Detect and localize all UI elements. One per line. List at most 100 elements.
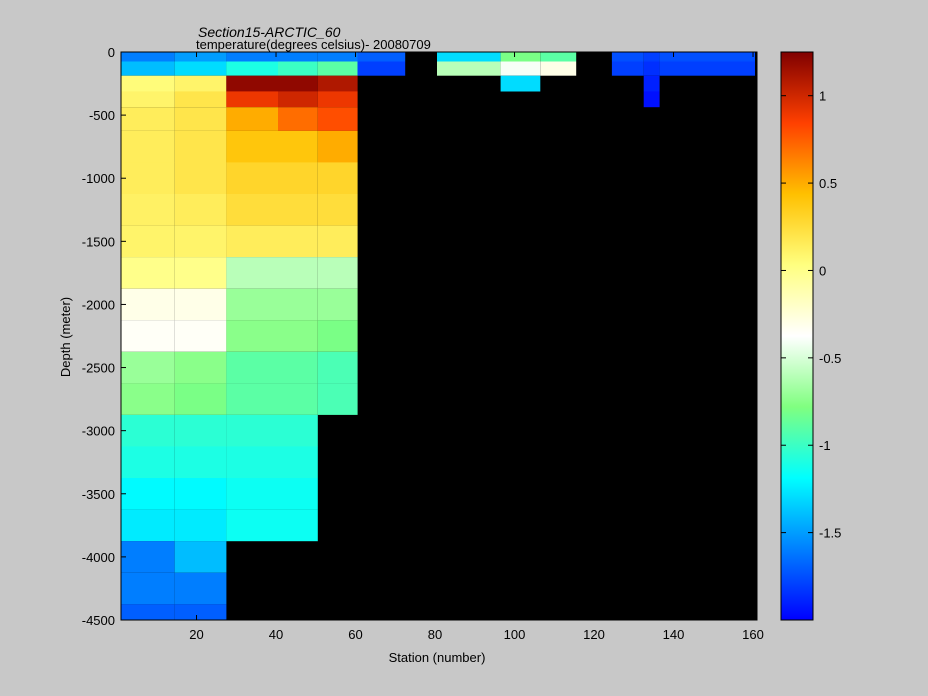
heatmap-cell	[226, 446, 278, 478]
heatmap-cell	[226, 351, 278, 384]
heatmap-cell	[121, 320, 175, 352]
heatmap-cell	[317, 130, 358, 163]
heatmap-cell	[278, 446, 318, 478]
heatmap-cell	[174, 162, 227, 194]
heatmap-cell	[357, 52, 406, 62]
heatmap-cell	[121, 541, 175, 573]
heatmap-cell	[121, 383, 175, 415]
heatmap-cell	[278, 107, 318, 131]
heatmap-cell	[317, 320, 358, 352]
heatmap-cell	[500, 52, 541, 62]
heatmap-cell	[226, 52, 278, 62]
heatmap-cell	[174, 130, 227, 163]
heatmap-cell	[226, 288, 278, 321]
heatmap-cell	[226, 478, 278, 510]
heatmap-cell	[643, 61, 660, 76]
heatmap-cell	[643, 52, 660, 62]
colorbar-tick-label: -1.5	[819, 526, 841, 541]
heatmap-cell	[278, 225, 318, 258]
heatmap-cell	[121, 604, 175, 620]
heatmap-cell	[121, 509, 175, 542]
colorbar-gradient	[780, 51, 814, 621]
heatmap-cell	[278, 320, 318, 352]
heatmap-cell	[500, 61, 541, 76]
heatmap-cell	[121, 257, 175, 289]
y-tick-label: -1500	[82, 234, 115, 249]
heatmap-cell	[174, 107, 227, 131]
heatmap-cells	[121, 52, 755, 620]
heatmap-cell	[278, 52, 318, 62]
y-tick-label: -2500	[82, 361, 115, 376]
heatmap-cell	[121, 572, 175, 605]
heatmap-cell	[317, 52, 358, 62]
heatmap-cell	[174, 52, 227, 62]
y-axis-label: Depth (meter)	[58, 297, 73, 377]
heatmap-cell	[278, 130, 318, 163]
heatmap-cell	[278, 509, 318, 542]
x-tick-label: 100	[504, 627, 526, 642]
chart-subtitle: temperature(degrees celsius)- 20080709	[196, 37, 431, 52]
heatmap-cell	[174, 383, 227, 415]
plot-area	[120, 51, 758, 621]
heatmap-cell	[226, 257, 278, 289]
heatmap-cell	[611, 52, 644, 62]
heatmap-cell	[317, 383, 358, 415]
heatmap-cell	[357, 61, 406, 76]
x-tick-label: 120	[583, 627, 605, 642]
heatmap-cell	[278, 61, 318, 76]
heatmap-cell	[121, 414, 175, 447]
heatmap-cell	[278, 194, 318, 226]
heatmap-cell	[174, 351, 227, 384]
heatmap-cell	[278, 162, 318, 194]
heatmap-cell	[121, 446, 175, 478]
heatmap-cell	[437, 61, 501, 76]
heatmap-cell	[174, 91, 227, 108]
heatmap-cell	[174, 225, 227, 258]
heatmap-cell	[121, 194, 175, 226]
heatmap-cell	[317, 288, 358, 321]
heatmap-cell	[500, 75, 541, 92]
chart-title: Section15-ARCTIC_60	[198, 24, 341, 40]
heatmap-cell	[121, 478, 175, 510]
heatmap-cell	[121, 75, 175, 92]
heatmap-cell	[317, 91, 358, 108]
heatmap-cell	[540, 52, 577, 62]
heatmap-cell	[121, 351, 175, 384]
heatmap-cell	[121, 225, 175, 258]
heatmap-cell	[278, 351, 318, 384]
colorbar-tick-label: 0	[819, 263, 826, 278]
heatmap-cell	[121, 288, 175, 321]
y-tick-label: 0	[108, 45, 115, 60]
colorbar: 1 0.5 0 -0.5 -1 -1.5	[780, 51, 841, 621]
plot-frame	[120, 51, 758, 621]
heatmap-cell	[226, 414, 278, 447]
colorbar-ticks: 1 0.5 0 -0.5 -1 -1.5	[781, 89, 841, 541]
heatmap-cell	[317, 75, 358, 92]
heatmap-cell	[278, 75, 318, 92]
heatmap-cell	[121, 61, 175, 76]
colorbar-tick-label: -1	[819, 438, 831, 453]
heatmap-cell	[174, 194, 227, 226]
heatmap-cell	[121, 107, 175, 131]
heatmap-cell	[643, 75, 660, 92]
heatmap-cell	[317, 162, 358, 194]
y-tick-label: -3500	[82, 487, 115, 502]
heatmap-cell	[226, 75, 278, 92]
heatmap-cell	[226, 107, 278, 131]
y-tick-label: -3000	[82, 424, 115, 439]
y-tick-label: -4500	[82, 613, 115, 628]
heatmap-cell	[174, 257, 227, 289]
heatmap-cell	[278, 478, 318, 510]
heatmap-cell	[317, 257, 358, 289]
heatmap-cell	[174, 288, 227, 321]
heatmap-cell	[226, 91, 278, 108]
x-tick-label: 60	[348, 627, 362, 642]
heatmap-cell	[174, 446, 227, 478]
heatmap-cell	[278, 91, 318, 108]
heatmap-cell	[437, 52, 501, 62]
x-tick-label: 160	[742, 627, 764, 642]
y-tick-label: -500	[89, 108, 115, 123]
heatmap-cell	[121, 52, 175, 62]
x-tick-label: 40	[269, 627, 283, 642]
